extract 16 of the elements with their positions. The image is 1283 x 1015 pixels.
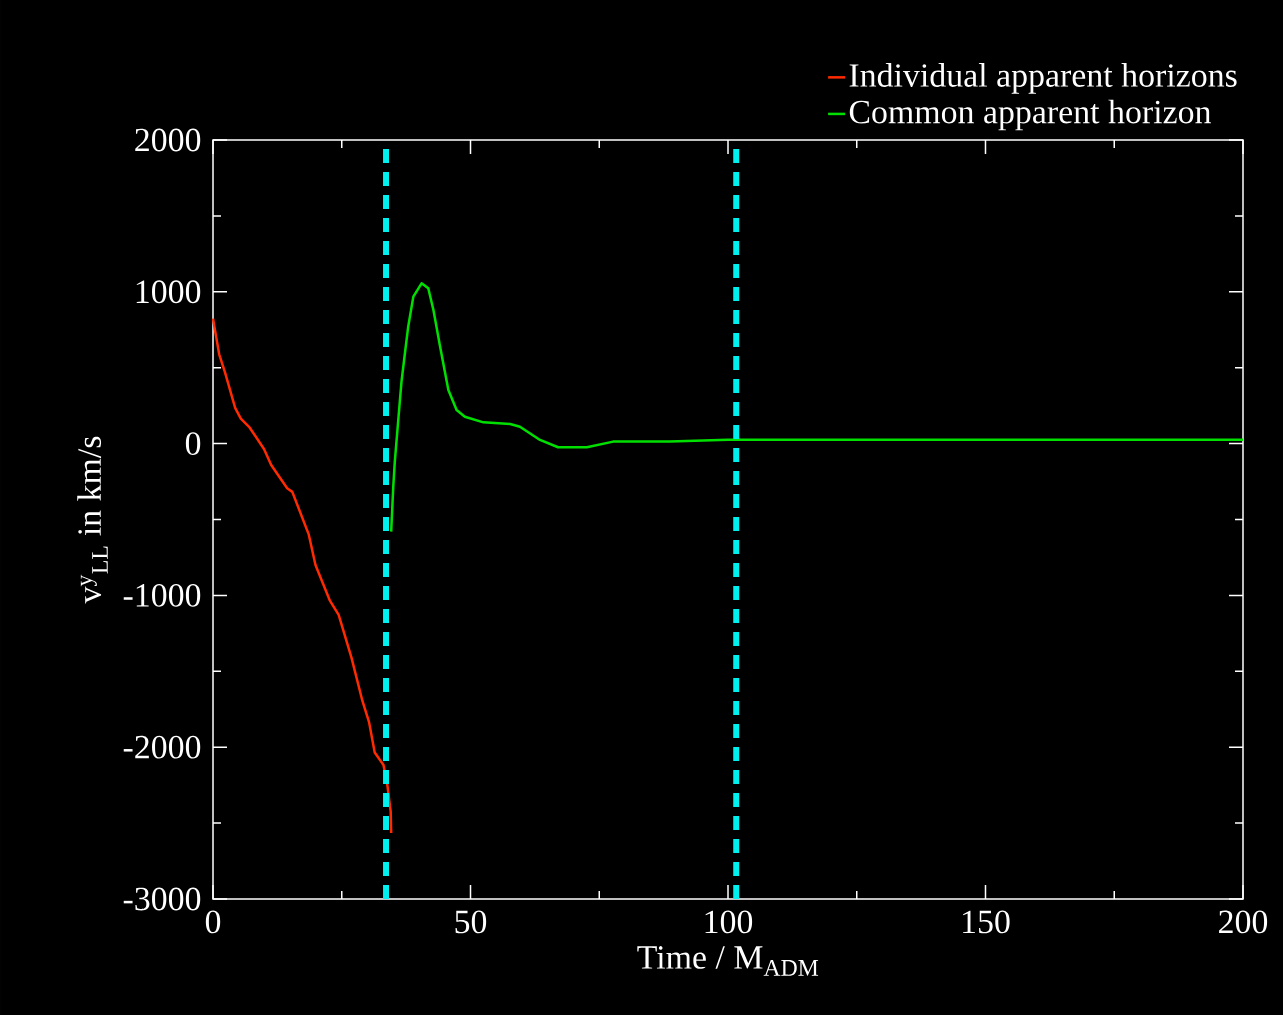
- legend-label: Individual apparent horizons: [849, 63, 1237, 94]
- x-tick-label: 150: [963, 910, 1010, 934]
- x-axis-title: Time / M$_{ADM}$: [637, 946, 819, 976]
- y-tick-label: 0: [185, 432, 201, 456]
- x-tick-label: 200: [1219, 910, 1268, 934]
- y-tick-label: 2000: [135, 128, 201, 152]
- x-tick-label: 0: [205, 910, 221, 934]
- y-tick-label: 1000: [136, 280, 201, 304]
- y-axis-title: v$^{y}$$_{LL}$ in km/s: [77, 436, 108, 604]
- line-series: [211, 317, 393, 835]
- x-tick-label: 100: [705, 910, 753, 934]
- x-tick-label: 50: [455, 910, 487, 934]
- y-tick-label: -3000: [123, 887, 201, 911]
- legend-label: Common apparent horizon: [849, 99, 1211, 131]
- y-tick-label: -1000: [123, 583, 201, 607]
- y-tick-label: -2000: [123, 735, 201, 759]
